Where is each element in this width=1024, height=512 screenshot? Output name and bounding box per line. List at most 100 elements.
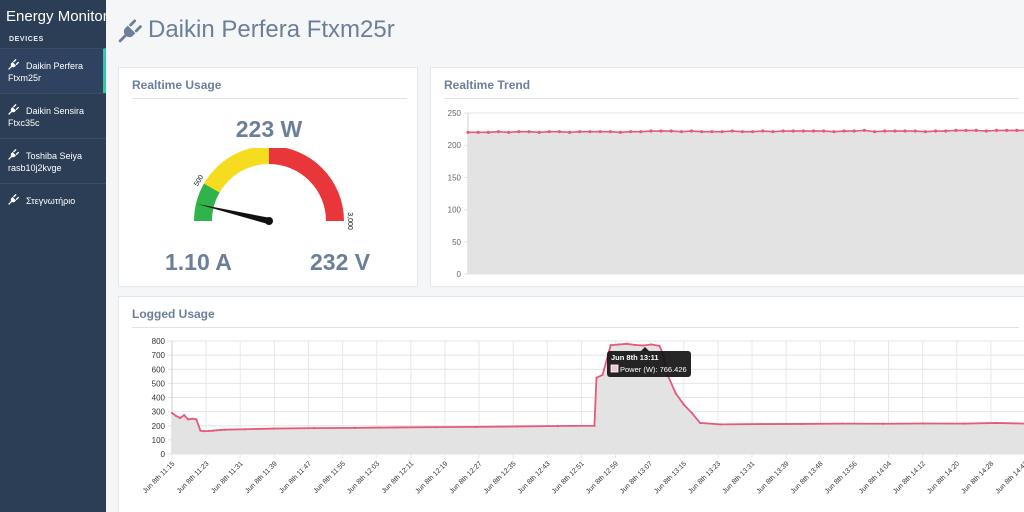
sidebar-item-device-1[interactable]: Daikin Perfera Ftxm25r	[0, 48, 106, 93]
logged-point	[187, 418, 190, 421]
logged-point	[179, 416, 182, 420]
app-title[interactable]: Energy Monitor	[6, 8, 108, 25]
trend-line	[468, 129, 1024, 134]
logged-point	[593, 424, 596, 427]
trend-point	[557, 130, 562, 134]
trend-area	[468, 130, 1024, 274]
logged-point	[516, 425, 519, 428]
y-tick-label: 100	[152, 436, 166, 445]
logged-point	[394, 426, 397, 429]
x-tick-label: Jun 8th 12:27	[449, 460, 484, 495]
trend-point	[527, 130, 531, 134]
tooltip-swatch	[610, 364, 619, 373]
x-tick-label: Jun 8th 14:12	[892, 460, 927, 495]
trend-point	[801, 129, 805, 133]
y-tick-label: 150	[448, 173, 462, 182]
logged-point	[625, 342, 629, 345]
page-title: Daikin Perfera Ftxm25r	[118, 14, 395, 46]
trend-point	[659, 129, 663, 133]
y-tick-label: 200	[152, 422, 166, 431]
y-tick-label: 200	[448, 141, 462, 150]
sidebar-item-device-4[interactable]: Στεγνωτήριο	[0, 183, 106, 216]
gauge-band	[269, 148, 344, 221]
trend-point	[578, 130, 582, 134]
trend-point	[862, 128, 866, 132]
trend-point	[913, 129, 917, 133]
trend-point	[649, 129, 653, 133]
x-tick-label: Jun 8th 12:59	[585, 460, 620, 495]
page-title-text: Daikin Perfera Ftxm25r	[148, 16, 395, 43]
logged-point	[595, 376, 598, 379]
x-tick-label: Jun 8th 11:55	[312, 460, 347, 495]
gauge-band	[204, 148, 269, 193]
gauge-needle	[197, 203, 270, 225]
sidebar-item-device-3[interactable]: Toshiba Seiya rasb10j2kvge	[0, 138, 106, 183]
tooltip-text: Power (W): 766.426	[620, 365, 687, 374]
logged-usage-title: Logged Usage	[132, 307, 215, 321]
logged-point	[211, 429, 214, 432]
logged-point	[642, 344, 645, 347]
trend-point	[883, 129, 887, 133]
x-tick-label: Jun 8th 11:39	[244, 460, 279, 495]
x-tick-label: Jun 8th 13:56	[824, 460, 859, 495]
power-readout: 223 W	[235, 116, 303, 142]
trend-point	[496, 130, 501, 134]
x-tick-label: Jun 8th 14:20	[926, 460, 961, 495]
y-tick-label: 600	[152, 365, 166, 374]
logged-point	[353, 426, 356, 429]
trend-point	[598, 130, 602, 134]
x-tick-label: Jun 8th 11:23	[176, 460, 211, 495]
realtime-trend-chart[interactable]: 0 50 100 150 200 250	[431, 68, 1024, 288]
trend-point	[588, 130, 592, 134]
logged-point	[995, 421, 998, 425]
divider	[444, 98, 1019, 99]
trend-point	[517, 130, 521, 134]
x-tick-label: Jun 8th 13:31	[721, 460, 756, 495]
trend-point	[629, 130, 633, 134]
trend-point	[852, 129, 856, 133]
tooltip-box	[607, 351, 691, 377]
y-tick-label: 50	[452, 238, 461, 247]
divider	[132, 98, 407, 99]
trend-point	[639, 130, 643, 134]
y-tick-label: 700	[152, 351, 166, 360]
logged-point	[609, 344, 612, 347]
logged-point	[219, 428, 222, 432]
x-tick-label: Jun 8th 13:39	[756, 460, 791, 495]
trend-point	[700, 130, 704, 134]
trend-point	[994, 128, 999, 132]
plug-icon	[8, 193, 20, 205]
x-tick-label: Jun 8th 12:43	[517, 460, 552, 495]
logged-point	[215, 429, 218, 432]
y-tick-label: 0	[161, 450, 166, 459]
logged-point	[475, 425, 478, 428]
device-list: Daikin Perfera Ftxm25r Daikin Sensira Ftx…	[0, 48, 106, 216]
trend-point	[568, 130, 572, 134]
trend-point	[811, 129, 816, 133]
trend-point	[466, 130, 470, 134]
sidebar-item-device-2[interactable]: Daikin Sensira Ftxc35c	[0, 93, 106, 138]
logged-point	[199, 429, 202, 432]
realtime-usage-title: Realtime Usage	[132, 78, 222, 92]
current-readout: 1.10 A	[165, 249, 232, 275]
logged-point	[962, 422, 966, 425]
realtime-trend-title: Realtime Trend	[444, 78, 531, 92]
trend-point	[893, 129, 897, 133]
logged-point	[223, 428, 226, 431]
trend-point	[476, 130, 480, 134]
trend-point	[547, 130, 551, 134]
x-tick-label: Jun 8th 14:43	[994, 460, 1024, 495]
y-tick-label: 250	[448, 109, 462, 118]
trend-point	[842, 129, 846, 133]
y-tick-label: 0	[457, 270, 462, 279]
x-tick-label: Jun 8th 11:15	[142, 460, 177, 495]
x-tick-label: Jun 8th 13:15	[653, 460, 688, 495]
devices-section-label: DEVICES	[9, 36, 44, 43]
trend-point	[750, 130, 755, 134]
x-tick-label: Jun 8th 12:03	[346, 460, 381, 495]
voltage-readout: 232 V	[310, 249, 371, 275]
trend-point	[984, 129, 988, 133]
trend-point	[486, 130, 490, 134]
